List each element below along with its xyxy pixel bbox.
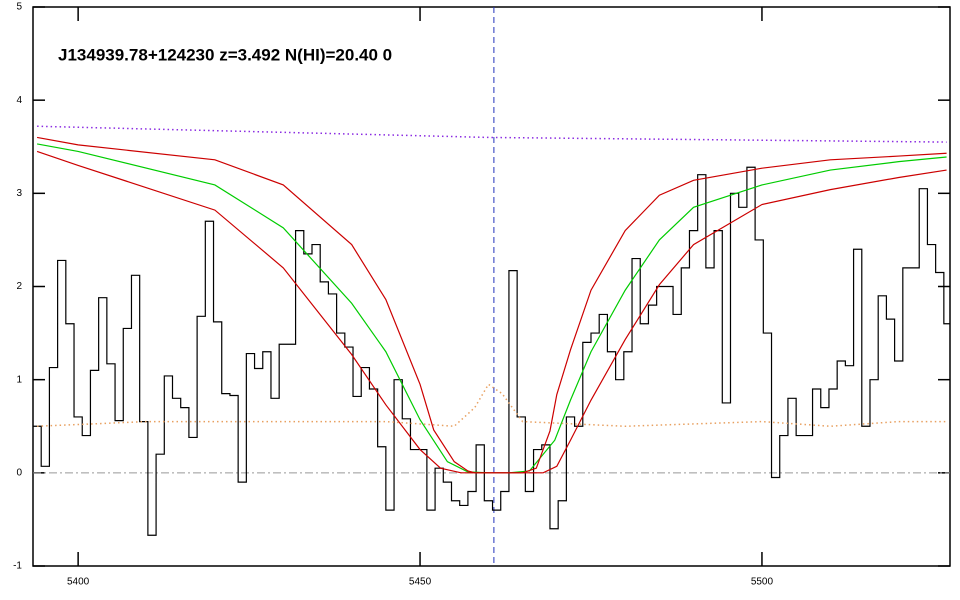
x-tick-label: 5450 <box>409 577 432 588</box>
y-tick-label: -1 <box>13 561 22 572</box>
y-tick-label: 2 <box>16 281 22 292</box>
y-tick-label: 4 <box>16 95 22 106</box>
model-line <box>36 136 947 474</box>
y-tick-label: 1 <box>16 374 22 385</box>
model-line <box>37 125 947 143</box>
y-tick-label: 0 <box>16 467 22 478</box>
flux-spectrum <box>33 166 950 536</box>
model-line <box>36 150 947 474</box>
plot-frame <box>32 6 951 567</box>
chart-title: J134939.78+124230 z=3.492 N(HI)=20.40 0 <box>58 45 392 64</box>
model-line <box>37 383 947 428</box>
model-line <box>36 143 947 474</box>
x-tick-label: 5500 <box>751 577 774 588</box>
y-tick-label: 3 <box>16 188 22 199</box>
y-tick-label: 5 <box>16 2 22 13</box>
x-tick-label: 5400 <box>67 577 90 588</box>
